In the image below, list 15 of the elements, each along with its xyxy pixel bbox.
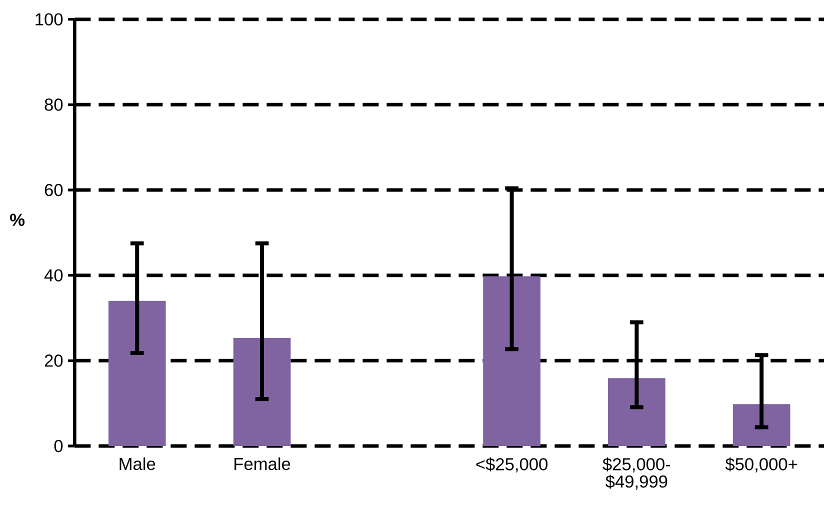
bar <box>108 300 166 446</box>
y-tick-label: 60 <box>44 184 63 196</box>
x-tick-label: $25,000-$49,999 <box>602 457 670 490</box>
y-axis-title: % <box>10 214 25 226</box>
y-tick-label: 0 <box>54 440 63 452</box>
x-tick-label: $50,000+ <box>725 457 798 472</box>
x-tick-label: Male <box>120 457 156 470</box>
y-tick-label: 20 <box>44 354 63 367</box>
x-tick-label: Female <box>234 457 290 470</box>
x-tick-label: <$25,000 <box>476 457 548 472</box>
y-tick-label: 80 <box>44 98 63 111</box>
bar <box>483 276 540 446</box>
y-tick-label: 100 <box>36 13 63 26</box>
y-tick-label: 40 <box>44 269 63 282</box>
bar <box>608 378 666 446</box>
